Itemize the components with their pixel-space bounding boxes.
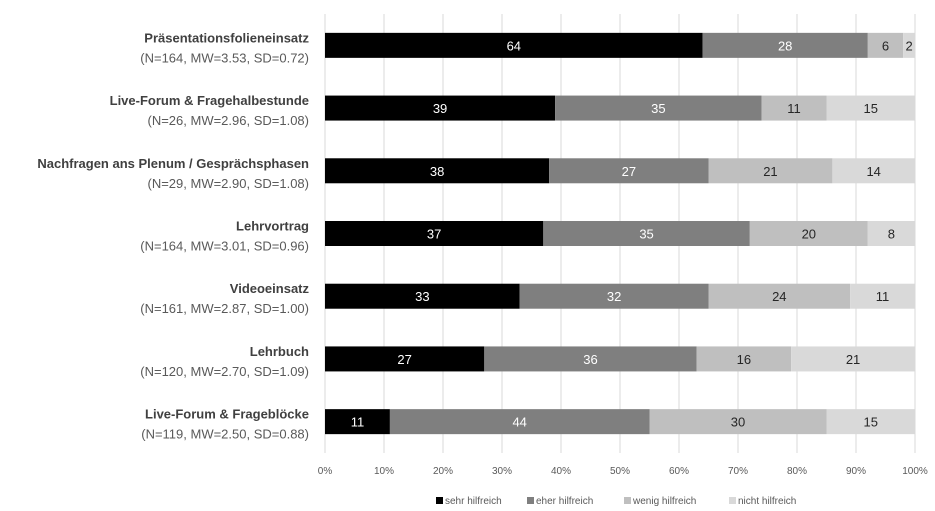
x-tick-label: 30% [492, 466, 512, 477]
data-label: 27 [622, 164, 636, 179]
data-label: 21 [846, 352, 860, 367]
category-subtitle: (N=29, MW=2.90, SD=1.08) [148, 176, 310, 191]
legend-label: eher hilfreich [536, 496, 593, 507]
legend-label: sehr hilfreich [445, 496, 502, 507]
data-label: 32 [607, 289, 621, 304]
category-title: Lehrvortrag [236, 219, 309, 234]
category-title: Live-Forum & Fragehalbestunde [110, 93, 309, 108]
x-tick-label: 60% [669, 466, 689, 477]
bar-segment [325, 346, 485, 372]
data-label: 35 [651, 101, 665, 116]
legend-swatch [527, 497, 534, 504]
bar-segment [325, 158, 550, 184]
bar-segment [708, 283, 851, 309]
bar-segment [826, 409, 915, 435]
data-label: 38 [430, 164, 444, 179]
data-label: 27 [397, 352, 411, 367]
bar-segment [484, 346, 697, 372]
bar-segment [867, 32, 904, 58]
category-subtitle: (N=164, MW=3.53, SD=0.72) [140, 50, 309, 65]
bar-segment [325, 32, 703, 58]
bar-segment [749, 221, 868, 246]
category-subtitle: (N=164, MW=3.01, SD=0.96) [140, 239, 309, 254]
bar-segment [761, 95, 827, 121]
data-label: 44 [512, 415, 526, 430]
data-label: 2 [905, 38, 912, 53]
x-tick-label: 80% [787, 466, 807, 477]
bar-segment [519, 283, 709, 309]
bars: 64 28 6 2 39 35 11 15 38 27 21 14 37 35 20 8 33 32 24 11 27 3… [325, 32, 915, 435]
category-title: Live-Forum & Frageblöcke [145, 407, 309, 422]
bar-segment [791, 346, 915, 372]
x-tick-label: 70% [728, 466, 748, 477]
x-axis-ticks: 0% 10% 20% 30% 40% 50% 60% 70% 80% 90% 100% [318, 466, 928, 477]
legend-swatch [436, 497, 443, 504]
x-tick-label: 10% [374, 466, 394, 477]
x-tick-label: 20% [433, 466, 453, 477]
bar-segment [543, 221, 750, 246]
data-label: 35 [639, 227, 653, 242]
category-title: Lehrbuch [250, 344, 309, 359]
data-label: 8 [888, 227, 895, 242]
data-label: 20 [802, 227, 816, 242]
bar-segment [325, 95, 556, 121]
data-label: 11 [876, 289, 890, 304]
category-title: Videoeinsatz [230, 281, 310, 296]
bar-segment [325, 409, 390, 435]
bar-segment [850, 283, 915, 309]
bar-segment [832, 158, 915, 184]
bar-segment [549, 158, 709, 184]
legend-swatch [624, 497, 631, 504]
bar-segment [389, 409, 650, 435]
bar-segment [325, 283, 520, 309]
data-label: 37 [427, 227, 441, 242]
data-label: 6 [882, 38, 889, 53]
data-label: 16 [737, 352, 751, 367]
data-label: 36 [583, 352, 597, 367]
category-subtitle: (N=161, MW=2.87, SD=1.00) [140, 301, 309, 316]
bar-segment [867, 221, 915, 246]
x-tick-label: 90% [846, 466, 866, 477]
bar-segment [702, 32, 868, 58]
data-label: 33 [415, 289, 429, 304]
data-label: 24 [772, 289, 786, 304]
data-label: 28 [778, 38, 792, 53]
bar-segment [903, 32, 915, 58]
bar-segment [826, 95, 915, 121]
legend-label: wenig hilfreich [632, 496, 696, 507]
data-label: 14 [866, 164, 880, 179]
data-label: 15 [864, 101, 878, 116]
data-label: 21 [763, 164, 777, 179]
x-tick-label: 100% [902, 466, 928, 477]
bar-segment [708, 158, 833, 184]
data-label: 39 [433, 101, 447, 116]
data-label: 30 [731, 415, 745, 430]
legend-label: nicht hilfreich [738, 496, 796, 507]
category-labels: Präsentationsfolieneinsatz (N=164, MW=3.5… [37, 30, 309, 441]
category-subtitle: (N=119, MW=2.50, SD=0.88) [141, 427, 309, 442]
legend: sehr hilfreich eher hilfreich wenig hilfre… [436, 496, 796, 507]
x-tick-label: 40% [551, 466, 571, 477]
data-label: 64 [507, 38, 521, 53]
bar-segment [555, 95, 762, 121]
data-label: 15 [864, 415, 878, 430]
data-label: 11 [351, 415, 365, 430]
bar-segment [696, 346, 792, 372]
x-tick-label: 0% [318, 466, 333, 477]
category-subtitle: (N=26, MW=2.96, SD=1.08) [148, 113, 310, 128]
category-subtitle: (N=120, MW=2.70, SD=1.09) [140, 364, 309, 379]
category-title: Präsentationsfolieneinsatz [144, 30, 309, 45]
x-tick-label: 50% [610, 466, 630, 477]
bar-segment [325, 221, 544, 246]
bar-segment [649, 409, 827, 435]
data-label: 11 [787, 101, 801, 116]
legend-swatch [729, 497, 736, 504]
category-title: Nachfragen ans Plenum / Gesprächsphasen [37, 156, 309, 171]
